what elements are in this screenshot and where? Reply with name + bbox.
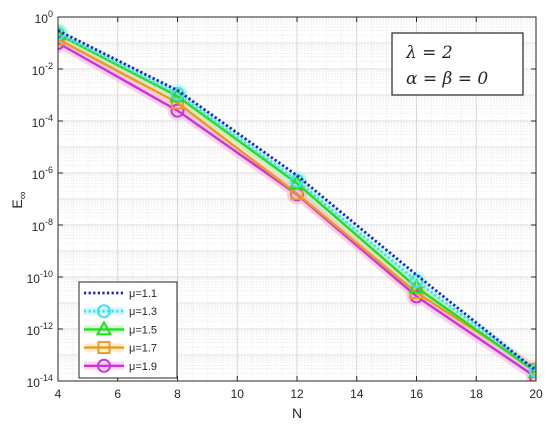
legend: μ=1.1 μ=1.3 μ=1.5 μ=1.7 μ=1.9 xyxy=(78,281,178,379)
x-axis-label: N xyxy=(292,405,302,421)
legend-item: μ=1.7 xyxy=(84,341,157,355)
y-axis-label-main: E xyxy=(9,199,25,208)
x-tick-labels: 4 6 8 10 12 14 16 18 20 xyxy=(55,17,543,401)
svg-text:E∞: E∞ xyxy=(9,191,29,208)
legend-marker xyxy=(97,341,111,355)
x-tick-label: 18 xyxy=(470,387,484,401)
y-tick-label: 10-2 xyxy=(32,61,53,78)
y-tick-labels: 100 10-2 10-4 10-6 10-8 10-10 10-12 10-14 xyxy=(27,9,536,390)
legend-item: μ=1.5 xyxy=(84,320,157,336)
data-point xyxy=(170,103,185,118)
legend-item: μ=1.3 xyxy=(84,304,157,319)
x-tick-label: 20 xyxy=(529,387,543,401)
y-tick-label: 100 xyxy=(35,9,53,26)
legend-label: μ=1.9 xyxy=(129,361,157,373)
data-point xyxy=(58,24,67,41)
series-line xyxy=(58,29,536,372)
legend-item: μ=1.1 xyxy=(84,288,157,300)
data-point xyxy=(169,87,186,103)
legend-label: μ=1.7 xyxy=(129,343,157,355)
y-tick-label: 10-4 xyxy=(32,113,53,130)
series-layer xyxy=(58,23,536,381)
x-tick-label: 8 xyxy=(174,387,181,401)
x-tick-label: 16 xyxy=(410,387,424,401)
series-line-group xyxy=(58,24,536,379)
legend-label: μ=1.3 xyxy=(129,306,157,318)
x-tick-label: 6 xyxy=(114,387,121,401)
data-point xyxy=(409,274,424,289)
data-point xyxy=(529,363,536,378)
y-tick-label: 10-8 xyxy=(32,217,53,234)
x-tick-label: 12 xyxy=(290,387,304,401)
y-axis-label: E∞ xyxy=(9,191,29,208)
y-tick-label: 10-6 xyxy=(32,165,53,182)
annotation-lambda: λ = 2 xyxy=(405,43,453,63)
data-point xyxy=(288,174,306,190)
data-point xyxy=(170,86,185,101)
annotation-alpha-beta: α = β = 0 xyxy=(406,69,488,89)
annotation-frame xyxy=(391,32,524,96)
annotation-box: λ = 2 α = β = 0 xyxy=(391,32,524,96)
legend-item: μ=1.9 xyxy=(84,358,157,373)
x-tick-label: 4 xyxy=(55,387,62,401)
legend-label: μ=1.1 xyxy=(129,288,157,300)
data-point xyxy=(290,173,304,188)
legend-marker xyxy=(97,304,111,319)
y-tick-label: 10-12 xyxy=(27,321,53,338)
series-line xyxy=(58,33,536,374)
legend-label: μ=1.5 xyxy=(129,324,157,336)
data-point xyxy=(527,362,536,379)
series-line-group xyxy=(58,26,536,378)
y-tick-label: 10-14 xyxy=(27,373,53,390)
x-tick-label: 10 xyxy=(231,387,245,401)
series-line xyxy=(58,32,536,372)
legend-marker xyxy=(97,358,111,373)
y-axis-label-sub: ∞ xyxy=(17,191,29,199)
y-tick-label: 10-10 xyxy=(27,269,53,286)
series-line-group xyxy=(58,29,536,372)
x-tick-label: 14 xyxy=(350,387,364,401)
series-line xyxy=(58,38,536,371)
legend-marker xyxy=(95,320,113,336)
